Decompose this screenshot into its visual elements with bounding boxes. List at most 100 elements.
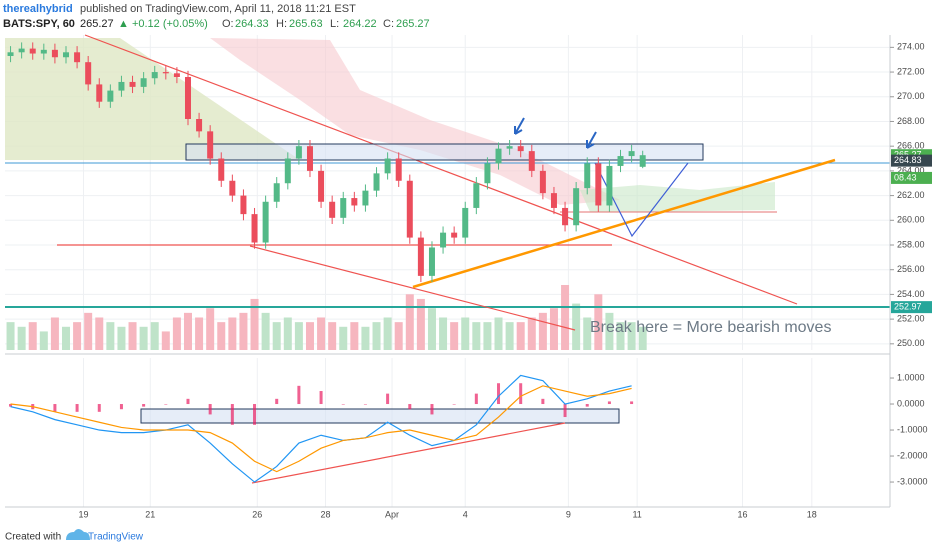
histogram-bar xyxy=(519,383,523,405)
histogram-bar xyxy=(630,401,634,405)
volume-bar xyxy=(95,317,104,350)
y-tick-label: -3.0000 xyxy=(897,476,928,486)
trend-line xyxy=(412,158,836,289)
price-tag xyxy=(891,154,932,167)
candle-body xyxy=(74,52,81,63)
candle-body xyxy=(251,214,258,243)
candle-body xyxy=(362,190,369,206)
histogram-bar xyxy=(563,404,567,418)
x-tick-label: 18 xyxy=(807,509,817,519)
volume-bar xyxy=(339,326,348,350)
candle-body xyxy=(329,201,336,218)
candle-body xyxy=(484,163,491,184)
volume-bar xyxy=(549,308,558,350)
volume-bar xyxy=(305,322,314,350)
x-tick-label: 16 xyxy=(737,509,747,519)
publisher[interactable]: therealhybrid xyxy=(3,3,73,15)
histogram-bar xyxy=(53,404,57,412)
drawings xyxy=(5,34,891,540)
ohlc-value: 265.63 xyxy=(289,18,323,30)
price-tag-label: 252.97 xyxy=(894,302,922,312)
y-tick-label: 0.0000 xyxy=(897,398,925,408)
histogram-bar xyxy=(119,404,123,410)
symbol: BATS:SPY, 60 xyxy=(3,18,75,30)
volume-bar xyxy=(538,312,547,350)
price-tag-label: 08.43 xyxy=(894,172,917,182)
candle-body xyxy=(240,195,247,215)
volume-bar xyxy=(239,312,248,350)
candle-body xyxy=(306,146,313,171)
candle-body xyxy=(107,90,114,102)
volume-bar xyxy=(383,317,392,350)
candle-body xyxy=(40,49,47,54)
volume-bar xyxy=(605,312,614,350)
candle-body xyxy=(539,170,546,194)
volume-bar xyxy=(161,331,170,350)
last-price: 265.27 xyxy=(80,18,114,30)
candle-body xyxy=(295,146,302,159)
volume-bar xyxy=(50,317,59,350)
candle-body xyxy=(173,73,180,77)
y-tick-label: 264.00 xyxy=(897,165,925,175)
macd-box xyxy=(140,408,620,424)
annotation: Break here = More bearish moves xyxy=(590,319,831,336)
histogram-bar xyxy=(452,404,456,405)
y-tick-label: 256.00 xyxy=(897,264,925,274)
y-tick-label: 272.00 xyxy=(897,66,925,76)
candle-body xyxy=(428,247,435,276)
candle-body xyxy=(207,131,214,159)
y-tick-label: 268.00 xyxy=(897,116,925,126)
candle-body xyxy=(517,146,524,152)
y-tick-label: -2.0000 xyxy=(897,450,928,460)
histogram-bar xyxy=(585,404,589,407)
x-tick-label: 19 xyxy=(79,509,89,519)
x-tick-label: 4 xyxy=(463,509,468,519)
candle-body xyxy=(29,48,36,54)
volume-bar xyxy=(150,322,159,350)
volume-bar xyxy=(206,308,215,350)
volume-bar xyxy=(261,312,270,350)
volume-bar xyxy=(516,322,525,350)
histogram-bar xyxy=(142,404,146,407)
volume-bar xyxy=(372,322,381,350)
candle-body xyxy=(151,72,158,79)
price-tag xyxy=(891,301,932,314)
histogram-bar xyxy=(97,404,101,412)
candle-body xyxy=(162,72,169,74)
y-tick-label: 274.00 xyxy=(897,42,925,52)
x-tick-label: 21 xyxy=(145,509,155,519)
volume-bar xyxy=(350,322,359,350)
volume-bar xyxy=(195,317,204,350)
footer-brand[interactable]: TradingView xyxy=(88,532,144,543)
volume-bar xyxy=(561,285,570,350)
x-tick-label: Apr xyxy=(385,509,399,519)
volume-bar xyxy=(627,322,636,350)
candle-body xyxy=(395,158,402,181)
histogram-bar xyxy=(497,383,501,405)
y-tick-label: 1.0000 xyxy=(897,372,925,382)
volume-bar xyxy=(139,326,148,350)
volume-bar xyxy=(328,322,337,350)
candle-body xyxy=(340,198,347,218)
candle-body xyxy=(451,232,458,238)
candle-body xyxy=(495,148,502,164)
candle-body xyxy=(273,183,280,202)
candle-body xyxy=(584,163,591,189)
candle-body xyxy=(617,156,624,166)
price-tag-label: 264.83 xyxy=(894,155,922,165)
histogram-bar xyxy=(75,404,79,412)
y-tick-label: 262.00 xyxy=(897,190,925,200)
y-tick-label: 250.00 xyxy=(897,338,925,348)
macd-trend-line xyxy=(251,422,566,484)
volume-bar xyxy=(283,317,292,350)
histogram-bar xyxy=(9,404,13,407)
ohlc-value: 264.22 xyxy=(343,18,377,30)
price-tag xyxy=(891,171,932,184)
histogram-bar xyxy=(408,404,412,410)
candle-body xyxy=(118,81,125,91)
candle-body xyxy=(229,180,236,196)
candle-body xyxy=(218,158,225,181)
volume-bar xyxy=(583,317,592,350)
volume-bar xyxy=(106,322,115,350)
histogram-bar xyxy=(208,404,212,415)
